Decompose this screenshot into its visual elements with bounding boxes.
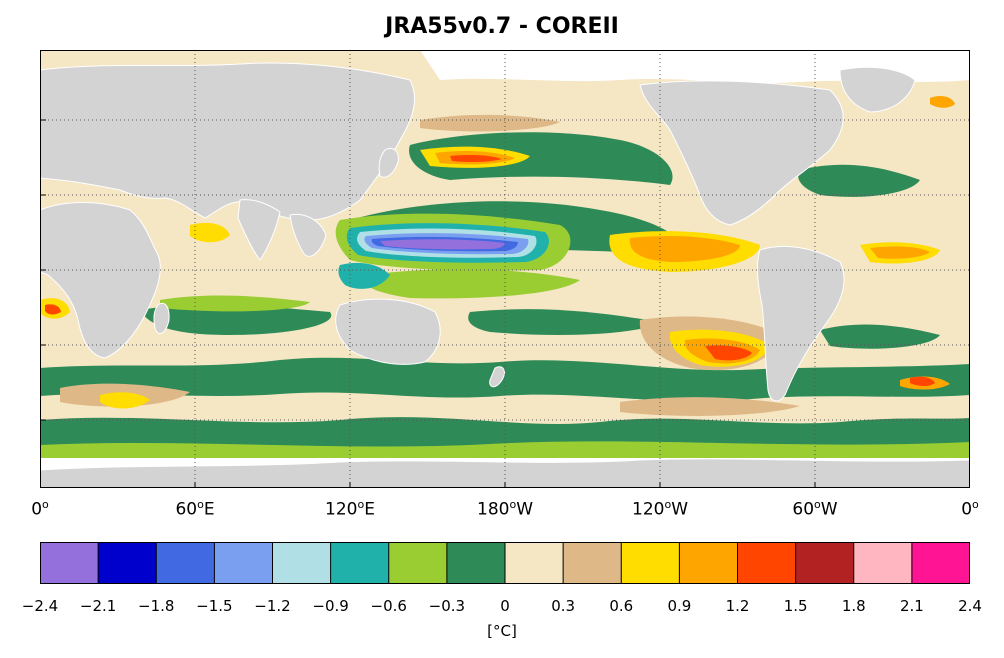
- indian-ocean-lime: [160, 295, 310, 312]
- arabian-yellow: [190, 222, 230, 243]
- colorbar-swatch: [911, 542, 970, 584]
- colorbar-tick-label: −1.8: [138, 597, 175, 615]
- wpac-cold-purple: [380, 239, 505, 250]
- colorbar-unit-label: [°C]: [487, 622, 517, 640]
- southern-lime-band: [40, 441, 970, 462]
- colorbar-swatch: [214, 542, 273, 584]
- colorbar-tick-label: −2.1: [79, 597, 117, 615]
- arctic-ice: [420, 50, 970, 83]
- colorbar-tick-label: −1.5: [196, 597, 233, 615]
- indian-ocean-green: [140, 304, 332, 335]
- longitude-tick-label: 0o: [31, 498, 49, 520]
- colorbar-tick-label: 0.6: [609, 597, 634, 615]
- longitude-tick-label: 0o: [961, 498, 979, 520]
- colorbar-tick-label: 1.5: [783, 597, 808, 615]
- south-pacific-warm-red: [705, 345, 752, 361]
- indonesia-teal: [338, 262, 390, 289]
- greenland-orange: [930, 96, 955, 108]
- pacific-north-green-2: [409, 132, 673, 185]
- epac-warm-orange: [629, 236, 740, 262]
- south-america-land: [756, 245, 845, 402]
- colorbar-swatch: [330, 542, 390, 584]
- antarctica-land: [40, 458, 970, 488]
- sst-difference-map: [40, 50, 970, 488]
- southern-tan-patch-2: [620, 397, 800, 416]
- eurasia-land: [40, 62, 416, 221]
- colorbar-swatch: [388, 542, 448, 584]
- atlantic-warm-orange: [870, 246, 930, 259]
- map-title: JRA55v0.7 - COREII: [385, 14, 619, 39]
- longitude-tick-label: 120oW: [632, 498, 688, 520]
- southern-green-band: [40, 357, 970, 402]
- colorbar: [40, 542, 970, 584]
- greenland-land: [839, 66, 916, 113]
- colorbar-swatch: [505, 542, 564, 584]
- longitude-tick-label: 60oE: [175, 498, 215, 520]
- pacific-south-green: [468, 309, 660, 335]
- colorbar-tick-label: 0.3: [551, 597, 576, 615]
- africa-land: [40, 202, 161, 359]
- colorbar-swatch: [679, 542, 738, 584]
- map-gridlines: [40, 50, 970, 488]
- south-atlantic-red: [910, 376, 935, 387]
- canary-red: [45, 304, 61, 315]
- colorbar-swatch: [98, 542, 157, 584]
- colorbar-tick-label: −2.4: [21, 597, 59, 615]
- colorbar-swatch: [40, 542, 99, 584]
- colorbar-tick-label: 0: [500, 597, 510, 615]
- atlantic-green: [798, 164, 920, 197]
- india-land: [237, 199, 281, 261]
- north-america-land: [639, 80, 844, 226]
- colorbar-tick-label: −0.6: [370, 597, 407, 615]
- colorbar-swatch: [446, 542, 506, 584]
- colorbar-tick-label: 0.9: [667, 597, 692, 615]
- longitude-tick-label: 60oW: [792, 498, 838, 520]
- seasia-land: [289, 213, 327, 257]
- colorbar-swatch: [272, 542, 332, 584]
- longitude-tick-label: 120oE: [325, 498, 375, 520]
- north-pacific-tan: [420, 114, 560, 132]
- colorbar-swatch: [795, 542, 855, 584]
- pacific-lime-band: [360, 269, 580, 299]
- colorbar-swatch: [853, 542, 913, 584]
- japan-land: [378, 148, 399, 178]
- newzealand-land: [489, 366, 505, 388]
- colorbar-swatch: [737, 542, 797, 584]
- colorbar-tick-label: −0.3: [428, 597, 466, 615]
- colorbar-tick-label: −0.9: [312, 597, 349, 615]
- colorbar-tick-label: 1.8: [841, 597, 866, 615]
- colorbar-frame: [40, 542, 970, 584]
- madagascar-land: [153, 302, 170, 335]
- australia-land: [335, 298, 441, 365]
- colorbar-swatch: [621, 542, 680, 584]
- colorbar-tick-label: 2.1: [899, 597, 924, 615]
- longitude-tick-label: 180oW: [477, 498, 533, 520]
- kuroshio-red: [450, 155, 502, 163]
- southern-yellow-patch-1: [100, 392, 150, 409]
- colorbar-tick-label: 2.4: [958, 597, 982, 615]
- colorbar-tick-label: 1.2: [725, 597, 750, 615]
- colorbar-swatch: [156, 542, 215, 584]
- atlantic-south-green: [820, 324, 940, 349]
- colorbar-swatch: [563, 542, 622, 584]
- colorbar-tick-label: −1.2: [254, 597, 291, 615]
